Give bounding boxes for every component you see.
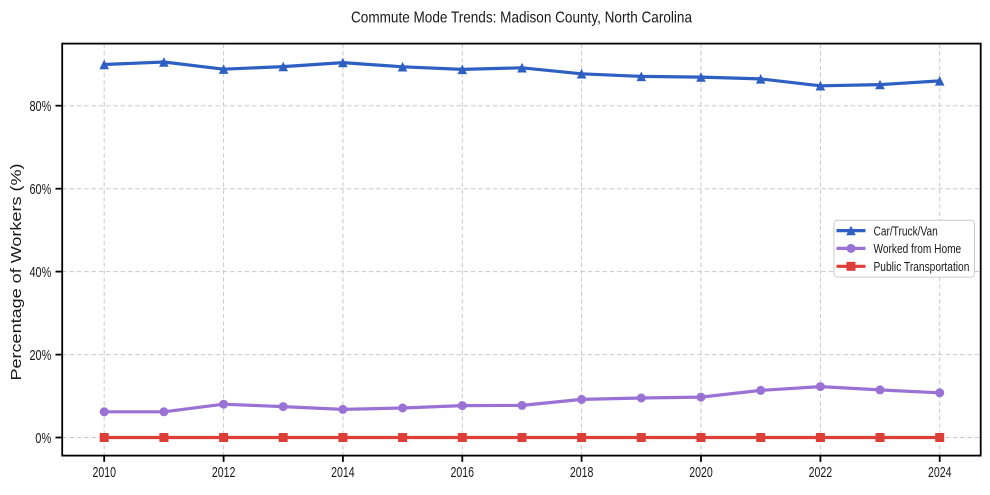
svg-text:60%: 60% xyxy=(30,181,52,198)
svg-text:Commute Mode Trends: Madison C: Commute Mode Trends: Madison County, Nor… xyxy=(351,9,692,26)
svg-text:Public Transportation: Public Transportation xyxy=(874,259,970,274)
svg-text:2010: 2010 xyxy=(92,464,116,481)
svg-text:Percentage of Workers (%): Percentage of Workers (%) xyxy=(8,163,25,380)
svg-text:Worked from Home: Worked from Home xyxy=(874,241,962,256)
svg-text:2014: 2014 xyxy=(331,464,355,481)
svg-text:2022: 2022 xyxy=(809,464,833,481)
svg-text:2016: 2016 xyxy=(451,464,475,481)
svg-text:2024: 2024 xyxy=(928,464,952,481)
svg-text:80%: 80% xyxy=(30,98,52,115)
svg-text:0%: 0% xyxy=(35,430,51,447)
svg-text:2018: 2018 xyxy=(570,464,594,481)
svg-text:2020: 2020 xyxy=(689,464,713,481)
svg-text:40%: 40% xyxy=(30,264,52,281)
svg-text:Car/Truck/Van: Car/Truck/Van xyxy=(874,223,938,238)
svg-text:20%: 20% xyxy=(30,347,52,364)
svg-text:2012: 2012 xyxy=(212,464,236,481)
